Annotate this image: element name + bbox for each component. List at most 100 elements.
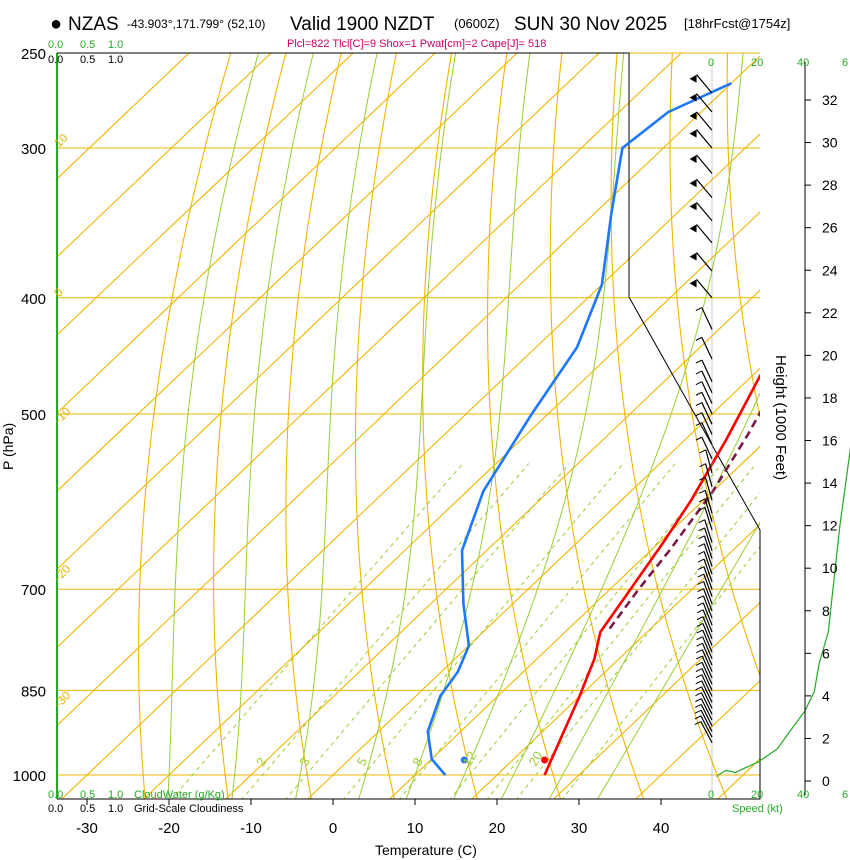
y-axis-label: P (hPa) xyxy=(0,423,16,470)
wind-barb xyxy=(703,581,713,605)
mixing-ratio-line xyxy=(516,492,760,799)
utc-time: (0600Z) xyxy=(454,16,500,31)
wind-barb xyxy=(702,602,713,626)
isotherm-line xyxy=(61,133,760,799)
wind-barb-flag xyxy=(689,129,697,138)
surface-temperature-marker xyxy=(541,756,549,764)
moist-adiabat-line xyxy=(231,53,314,799)
cloudiness-bottom-1: 1.0 xyxy=(108,803,123,815)
wind-barb xyxy=(696,178,713,198)
wind-bottom-40: 40 xyxy=(797,789,809,801)
wind-barb-feather xyxy=(696,629,703,634)
wind-barb xyxy=(696,279,713,299)
dry-adiabat-line xyxy=(837,32,850,801)
wind-barb-feather xyxy=(695,422,703,427)
isotherm-label: -20 xyxy=(51,561,73,583)
wind-barb-feather xyxy=(694,715,702,720)
wind-barb-feather xyxy=(695,370,703,375)
x-tick-label: -20 xyxy=(158,820,180,837)
mixing-ratio-line xyxy=(486,463,757,799)
mixing-ratio-line xyxy=(561,545,760,799)
wind-barb xyxy=(701,642,713,666)
wind-barb-flag xyxy=(689,154,697,163)
wind-barb-feather xyxy=(697,580,704,585)
moist-adiabat-line xyxy=(500,53,744,799)
wind-barb-flag xyxy=(689,224,697,233)
wind-barb xyxy=(702,636,713,660)
height-tick-label: 32 xyxy=(822,92,838,108)
wind-barb-feather xyxy=(695,674,703,679)
cloud-top-1: 1.0 xyxy=(108,39,123,51)
dry-adiabat-line xyxy=(354,53,397,799)
x-tick-label: 30 xyxy=(571,820,588,837)
wind-barb-feather xyxy=(696,649,703,654)
wind-barb xyxy=(703,535,713,559)
wind-barb xyxy=(701,359,713,383)
valid-time: Valid 1900 NZDT xyxy=(290,14,435,35)
height-tick-label: 26 xyxy=(822,220,838,236)
wind-barb xyxy=(704,527,713,551)
wind-barb-flag xyxy=(689,74,697,83)
wind-barb-feather xyxy=(697,588,704,593)
dry-adiabat-line xyxy=(726,53,760,420)
dry-adiabat-line xyxy=(285,53,342,799)
isobar-lines xyxy=(57,52,760,776)
x-tick-label: 10 xyxy=(407,820,424,837)
wind-barb-feather xyxy=(694,709,702,714)
isotherm-line xyxy=(57,53,518,492)
wind-barb xyxy=(696,201,713,222)
mixing-ratio-line xyxy=(399,463,676,799)
isotherm-line xyxy=(57,53,354,336)
cloud-top-05: 0.5 xyxy=(80,39,95,51)
mixing-ratio-label: 20 xyxy=(526,749,546,769)
wind-barb-flag xyxy=(689,279,697,288)
isotherm-line xyxy=(57,53,436,414)
moist-adiabat-line xyxy=(597,521,760,799)
isotherm-line xyxy=(225,289,760,799)
wind-barb xyxy=(704,490,713,514)
wind-barb xyxy=(703,573,713,597)
wind-barb xyxy=(700,698,713,721)
wind-barb xyxy=(701,402,713,425)
dry-adiabat-line xyxy=(138,53,232,799)
wind-barb xyxy=(696,154,713,174)
isotherm-label: -10 xyxy=(51,404,73,426)
cloud-bottom-05: 0.5 xyxy=(80,789,95,801)
moist-adiabat-line xyxy=(548,392,760,799)
moist-adiabat-line xyxy=(295,53,378,799)
wind-barb-flag xyxy=(689,111,697,120)
wind-bottom-0: 0 xyxy=(708,789,714,801)
cloud-top-0: 0.0 xyxy=(48,39,63,51)
wind-barb-feather xyxy=(695,381,703,386)
isotherm-label: 10 xyxy=(51,131,71,151)
wind-barb-feather xyxy=(698,535,705,540)
dewpoint-line xyxy=(426,82,732,776)
wind-barb xyxy=(701,668,713,691)
x-tick-label: 0 xyxy=(329,820,337,837)
station-location: -43.903°,171.799° (52,10) xyxy=(127,17,265,31)
sounding-params: Plcl=822 Tlcl[C]=9 Shox=1 Pwat[cm]=2 Cap… xyxy=(287,38,546,50)
isotherm-line xyxy=(57,55,760,727)
isotherm-line xyxy=(57,53,682,649)
wind-barb xyxy=(701,422,713,445)
wind-barb xyxy=(704,519,713,543)
wind-barb-feather xyxy=(697,558,705,563)
x-tick-label: -30 xyxy=(76,820,98,837)
wind-barb-feather xyxy=(694,721,702,725)
wind-barb xyxy=(702,609,713,633)
wind-barb-feather xyxy=(696,636,703,641)
mixing-ratio-line xyxy=(449,463,723,799)
plot-border xyxy=(57,52,761,800)
dry-adiabat-line xyxy=(549,53,645,799)
wind-barb-feather xyxy=(695,661,703,666)
isotherm-line xyxy=(471,523,760,799)
wind-barb xyxy=(705,463,713,487)
wind-barb xyxy=(703,551,713,575)
mixing-ratio-line xyxy=(171,463,464,799)
wind-barb xyxy=(700,692,713,715)
temperature-line xyxy=(543,373,760,776)
height-tick-label: 4 xyxy=(822,688,830,704)
wind-barb xyxy=(702,623,713,646)
wind-barb-feather xyxy=(695,391,703,396)
height-axis-label: Height (1000 Feet) xyxy=(772,355,789,480)
